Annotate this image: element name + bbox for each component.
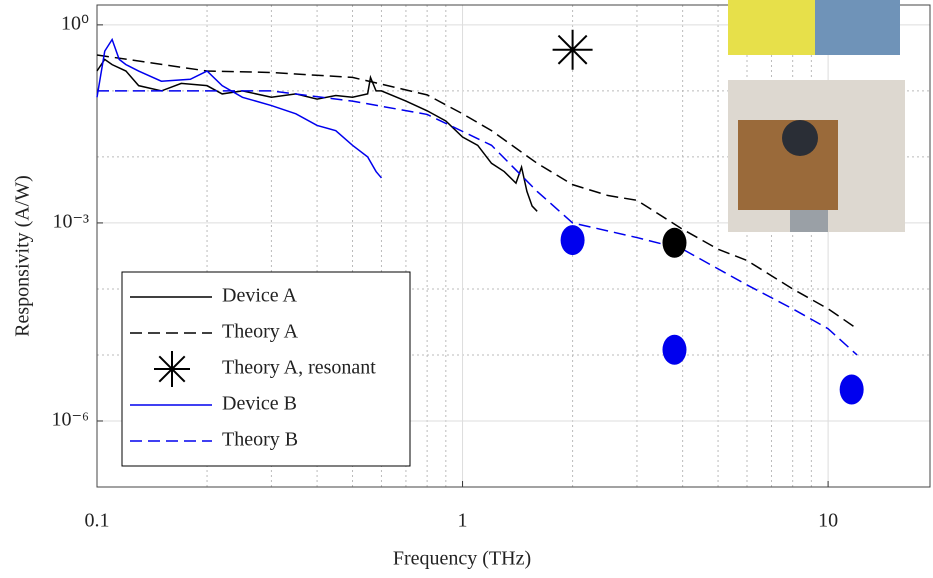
photos: [728, 0, 905, 232]
legend-label: Theory A, resonant: [222, 357, 376, 379]
series-line: [96, 37, 383, 179]
y-tick-label: 10⁰: [61, 12, 89, 34]
y-tick-label: 10⁻⁶: [51, 409, 89, 431]
x-tick-label: 10: [818, 510, 838, 532]
plot-area: 0.1 1 10 10⁻⁶ 10⁻³ 10⁰ Device A Theory A Theory …: [51, 4, 931, 532]
plot-frame: [96, 4, 931, 488]
y-tick-label: 10⁻³: [52, 211, 89, 233]
legend-label: Theory A: [222, 321, 299, 343]
star-marker: [552, 29, 593, 70]
y-axis-label: Responsivity (A/W): [12, 175, 34, 337]
point-marker: [662, 334, 687, 365]
photo-chip-blue: [815, 0, 900, 55]
x-tick-label: 0.1: [85, 510, 110, 532]
series-line: [96, 54, 858, 330]
photo-connector: [790, 210, 828, 232]
legend-label: Theory B: [222, 429, 298, 451]
legend-label: Device B: [222, 393, 297, 415]
point-marker: [839, 374, 864, 405]
point-marker: [662, 227, 687, 258]
point-marker: [560, 225, 585, 256]
legend-marker: [154, 351, 190, 387]
x-tick-label: 1: [458, 510, 468, 532]
photo-lens: [782, 120, 818, 156]
series-line: [97, 90, 858, 356]
legend-label: Device A: [222, 285, 298, 307]
x-axis-label: Frequency (THz): [393, 548, 531, 570]
